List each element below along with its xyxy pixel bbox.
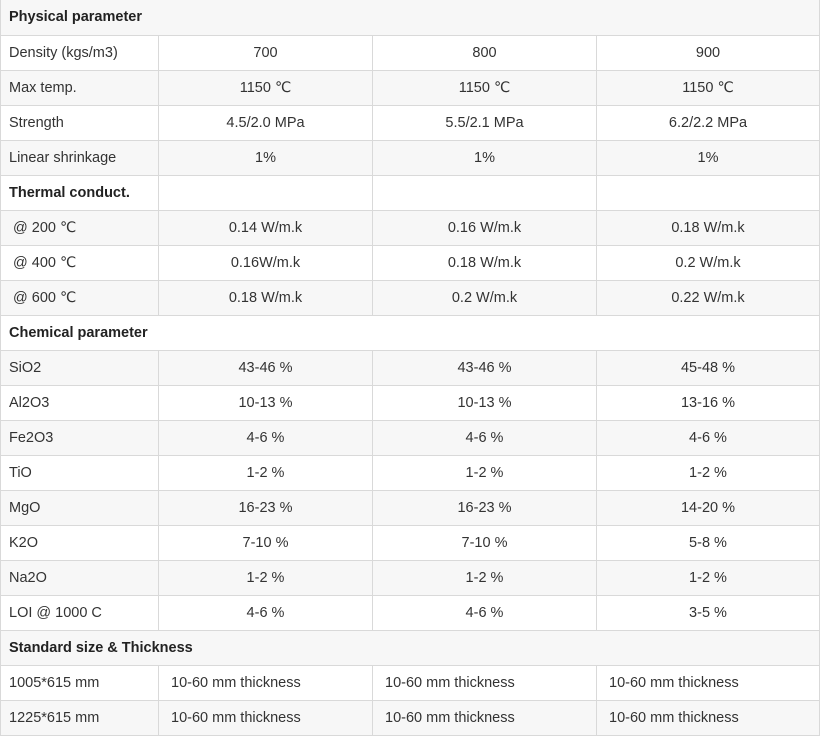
cell-value: 1-2 % [596,454,820,491]
section-header-physical: Physical parameter [0,0,820,36]
cell-value: 4-6 % [596,419,820,456]
row-label: @ 400 ℃ [0,244,159,281]
empty-cell [158,174,373,211]
row-label: Fe2O3 [0,419,159,456]
table-row: @ 400 ℃ 0.16W/m.k 0.18 W/m.k 0.2 W/m.k [0,244,820,281]
cell-value: 7-10 % [372,524,597,561]
table-row: @ 600 ℃ 0.18 W/m.k 0.2 W/m.k 0.22 W/m.k [0,279,820,316]
row-label: K2O [0,524,159,561]
cell-value: 800 [372,34,597,71]
cell-value: 16-23 % [372,489,597,526]
cell-value: 45-48 % [596,349,820,386]
cell-value: 4-6 % [372,594,597,631]
row-label: Al2O3 [0,384,159,421]
cell-value: 4-6 % [158,594,373,631]
cell-value: 43-46 % [372,349,597,386]
cell-value: 0.2 W/m.k [372,279,597,316]
cell-value: 10-60 mm thickness [596,699,820,736]
cell-value: 0.14 W/m.k [158,209,373,246]
cell-value: 1% [596,139,820,176]
table-row: MgO 16-23 % 16-23 % 14-20 % [0,489,820,526]
table-row: Fe2O3 4-6 % 4-6 % 4-6 % [0,419,820,456]
cell-value: 10-60 mm thickness [158,699,373,736]
cell-value: 10-60 mm thickness [372,664,597,701]
row-label: MgO [0,489,159,526]
section-title: Standard size & Thickness [0,629,820,666]
cell-value: 0.16 W/m.k [372,209,597,246]
cell-value: 10-13 % [372,384,597,421]
cell-value: 0.16W/m.k [158,244,373,281]
cell-value: 6.2/2.2 MPa [596,104,820,141]
cell-value: 10-13 % [158,384,373,421]
row-label: @ 600 ℃ [0,279,159,316]
cell-value: 3-5 % [596,594,820,631]
table-row: 1005*615 mm 10-60 mm thickness 10-60 mm … [0,664,820,701]
row-label: 1005*615 mm [0,664,159,701]
row-label: Linear shrinkage [0,139,159,176]
cell-value: 0.2 W/m.k [596,244,820,281]
row-label: LOI @ 1000 C [0,594,159,631]
cell-value: 1-2 % [158,454,373,491]
cell-value: 43-46 % [158,349,373,386]
row-label: @ 200 ℃ [0,209,159,246]
row-label: Max temp. [0,69,159,106]
row-label: TiO [0,454,159,491]
cell-value: 700 [158,34,373,71]
cell-value: 1-2 % [596,559,820,596]
section-header-chemical: Chemical parameter [0,314,820,351]
table-row: Density (kgs/m3) 700 800 900 [0,34,820,71]
section-title: Physical parameter [0,0,820,36]
cell-value: 0.18 W/m.k [596,209,820,246]
empty-cell [596,174,820,211]
table-row: SiO2 43-46 % 43-46 % 45-48 % [0,349,820,386]
cell-value: 13-16 % [596,384,820,421]
table-row: Al2O3 10-13 % 10-13 % 13-16 % [0,384,820,421]
cell-value: 0.22 W/m.k [596,279,820,316]
table-row: 1225*615 mm 10-60 mm thickness 10-60 mm … [0,699,820,736]
cell-value: 1150 ℃ [596,69,820,106]
section-title: Chemical parameter [0,314,820,351]
table-row: K2O 7-10 % 7-10 % 5-8 % [0,524,820,561]
cell-value: 10-60 mm thickness [372,699,597,736]
section-header-size: Standard size & Thickness [0,629,820,666]
table-row: Linear shrinkage 1% 1% 1% [0,139,820,176]
cell-value: 0.18 W/m.k [372,244,597,281]
cell-value: 1-2 % [372,454,597,491]
cell-value: 900 [596,34,820,71]
cell-value: 1% [372,139,597,176]
table-row: Strength 4.5/2.0 MPa 5.5/2.1 MPa 6.2/2.2… [0,104,820,141]
cell-value: 1% [158,139,373,176]
section-title: Thermal conduct. [0,174,159,211]
row-label: Density (kgs/m3) [0,34,159,71]
section-header-thermal: Thermal conduct. [0,174,820,211]
cell-value: 4.5/2.0 MPa [158,104,373,141]
table-row: TiO 1-2 % 1-2 % 1-2 % [0,454,820,491]
cell-value: 10-60 mm thickness [158,664,373,701]
cell-value: 1-2 % [158,559,373,596]
cell-value: 5.5/2.1 MPa [372,104,597,141]
cell-value: 1150 ℃ [158,69,373,106]
row-label: 1225*615 mm [0,699,159,736]
empty-cell [372,174,597,211]
cell-value: 4-6 % [372,419,597,456]
table-row: Max temp. 1150 ℃ 1150 ℃ 1150 ℃ [0,69,820,106]
cell-value: 1150 ℃ [372,69,597,106]
cell-value: 1-2 % [372,559,597,596]
cell-value: 0.18 W/m.k [158,279,373,316]
table-row: Na2O 1-2 % 1-2 % 1-2 % [0,559,820,596]
table-row: LOI @ 1000 C 4-6 % 4-6 % 3-5 % [0,594,820,631]
row-label: Strength [0,104,159,141]
cell-value: 10-60 mm thickness [596,664,820,701]
row-label: SiO2 [0,349,159,386]
cell-value: 14-20 % [596,489,820,526]
cell-value: 5-8 % [596,524,820,561]
cell-value: 7-10 % [158,524,373,561]
table-row: @ 200 ℃ 0.14 W/m.k 0.16 W/m.k 0.18 W/m.k [0,209,820,246]
cell-value: 16-23 % [158,489,373,526]
row-label: Na2O [0,559,159,596]
cell-value: 4-6 % [158,419,373,456]
